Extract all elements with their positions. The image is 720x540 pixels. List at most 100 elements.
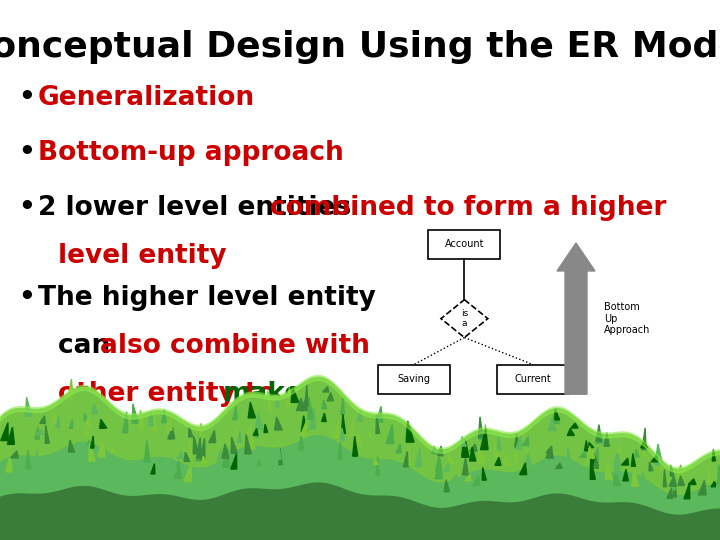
- Polygon shape: [258, 456, 262, 463]
- Polygon shape: [479, 417, 483, 437]
- Polygon shape: [617, 444, 621, 453]
- Polygon shape: [35, 429, 43, 435]
- Polygon shape: [323, 387, 328, 392]
- Polygon shape: [148, 411, 153, 426]
- Text: Current: Current: [514, 374, 552, 384]
- Polygon shape: [523, 436, 529, 446]
- FancyArrow shape: [557, 243, 595, 394]
- Polygon shape: [659, 464, 664, 471]
- Polygon shape: [174, 461, 181, 478]
- Polygon shape: [308, 397, 313, 419]
- Polygon shape: [152, 410, 158, 431]
- Polygon shape: [45, 425, 49, 443]
- Polygon shape: [301, 416, 307, 431]
- Polygon shape: [144, 441, 150, 462]
- Polygon shape: [444, 480, 449, 492]
- Polygon shape: [189, 440, 192, 459]
- Text: Saving: Saving: [397, 374, 431, 384]
- Polygon shape: [220, 448, 223, 463]
- Polygon shape: [341, 414, 346, 434]
- Polygon shape: [631, 454, 636, 466]
- Text: 2 lower level entities: 2 lower level entities: [38, 195, 361, 221]
- Polygon shape: [256, 413, 263, 429]
- Polygon shape: [441, 300, 488, 338]
- Text: make: make: [223, 381, 303, 407]
- Polygon shape: [469, 447, 476, 461]
- Polygon shape: [84, 426, 89, 435]
- Polygon shape: [327, 393, 333, 401]
- Polygon shape: [549, 418, 556, 430]
- Polygon shape: [341, 428, 345, 440]
- Polygon shape: [589, 442, 594, 448]
- Polygon shape: [688, 479, 696, 484]
- Polygon shape: [200, 438, 205, 460]
- Polygon shape: [248, 402, 256, 418]
- FancyBboxPatch shape: [378, 364, 450, 394]
- Polygon shape: [621, 458, 629, 465]
- FancyBboxPatch shape: [428, 230, 500, 259]
- Polygon shape: [256, 427, 258, 437]
- Text: entity: entity: [58, 477, 146, 503]
- Polygon shape: [613, 455, 620, 473]
- Polygon shape: [245, 434, 251, 454]
- Polygon shape: [670, 465, 674, 476]
- Polygon shape: [451, 474, 458, 481]
- Polygon shape: [684, 483, 690, 499]
- Polygon shape: [462, 457, 468, 475]
- Polygon shape: [91, 436, 94, 448]
- Polygon shape: [222, 448, 230, 467]
- Polygon shape: [222, 444, 229, 458]
- Polygon shape: [406, 421, 414, 442]
- Polygon shape: [716, 481, 719, 493]
- Polygon shape: [555, 409, 559, 420]
- Polygon shape: [209, 430, 216, 443]
- Polygon shape: [268, 391, 271, 410]
- Polygon shape: [55, 417, 60, 428]
- Polygon shape: [99, 420, 107, 428]
- Polygon shape: [377, 407, 383, 422]
- Polygon shape: [233, 406, 237, 420]
- Polygon shape: [552, 408, 559, 423]
- Polygon shape: [655, 444, 663, 464]
- Text: The higher level entity: The higher level entity: [38, 285, 376, 311]
- Polygon shape: [641, 441, 647, 448]
- Text: •: •: [18, 85, 35, 111]
- Text: Generalization: Generalization: [38, 85, 255, 111]
- Polygon shape: [235, 428, 241, 445]
- Polygon shape: [301, 421, 307, 435]
- Polygon shape: [376, 457, 379, 475]
- Polygon shape: [309, 407, 315, 429]
- Polygon shape: [432, 446, 437, 454]
- Polygon shape: [593, 459, 598, 468]
- Polygon shape: [567, 429, 575, 435]
- Polygon shape: [698, 481, 706, 495]
- Polygon shape: [571, 423, 578, 428]
- Polygon shape: [84, 414, 88, 421]
- Polygon shape: [590, 451, 598, 466]
- Polygon shape: [436, 457, 442, 471]
- Polygon shape: [516, 435, 521, 449]
- Polygon shape: [184, 467, 191, 482]
- Polygon shape: [556, 463, 562, 469]
- Polygon shape: [462, 436, 467, 446]
- Polygon shape: [639, 471, 644, 484]
- Text: Account: Account: [445, 239, 484, 249]
- Polygon shape: [161, 409, 166, 423]
- Polygon shape: [253, 429, 258, 435]
- Polygon shape: [98, 440, 105, 457]
- Polygon shape: [132, 404, 139, 423]
- Polygon shape: [667, 488, 672, 498]
- Polygon shape: [495, 457, 501, 465]
- Polygon shape: [651, 456, 658, 462]
- Polygon shape: [514, 444, 518, 462]
- Polygon shape: [405, 453, 409, 466]
- Polygon shape: [673, 480, 677, 497]
- Polygon shape: [168, 458, 176, 472]
- Polygon shape: [462, 440, 469, 457]
- Polygon shape: [264, 424, 268, 433]
- Polygon shape: [231, 437, 238, 453]
- Polygon shape: [546, 448, 554, 458]
- Polygon shape: [636, 449, 639, 457]
- Polygon shape: [473, 476, 480, 485]
- Polygon shape: [386, 424, 394, 443]
